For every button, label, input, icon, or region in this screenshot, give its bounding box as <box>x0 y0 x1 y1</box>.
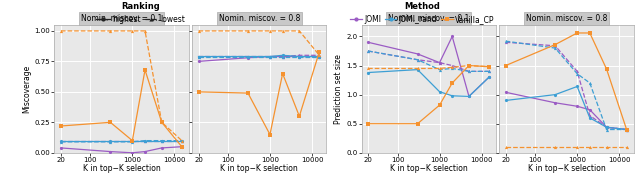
X-axis label: K in top−K selection: K in top−K selection <box>83 164 161 173</box>
Legend: highest, lowest: highest, lowest <box>96 2 186 24</box>
Y-axis label: Prediction set size: Prediction set size <box>335 54 344 124</box>
Title: Nomin. miscov. = 0.8: Nomin. miscov. = 0.8 <box>218 14 300 23</box>
Title: Nomin. miscov. = 0.1: Nomin. miscov. = 0.1 <box>388 14 470 23</box>
Legend: JOMI, JOMI_rand, Vanilla_CP: JOMI, JOMI_rand, Vanilla_CP <box>350 2 495 24</box>
X-axis label: K in top−K selection: K in top−K selection <box>220 164 298 173</box>
Title: Nomin. miscov. = 0.8: Nomin. miscov. = 0.8 <box>525 14 607 23</box>
Title: Nomin. miscov. = 0.1: Nomin. miscov. = 0.1 <box>81 14 163 23</box>
Y-axis label: Miscoverage: Miscoverage <box>22 65 32 113</box>
X-axis label: K in top−K selection: K in top−K selection <box>390 164 468 173</box>
X-axis label: K in top−K selection: K in top−K selection <box>527 164 605 173</box>
